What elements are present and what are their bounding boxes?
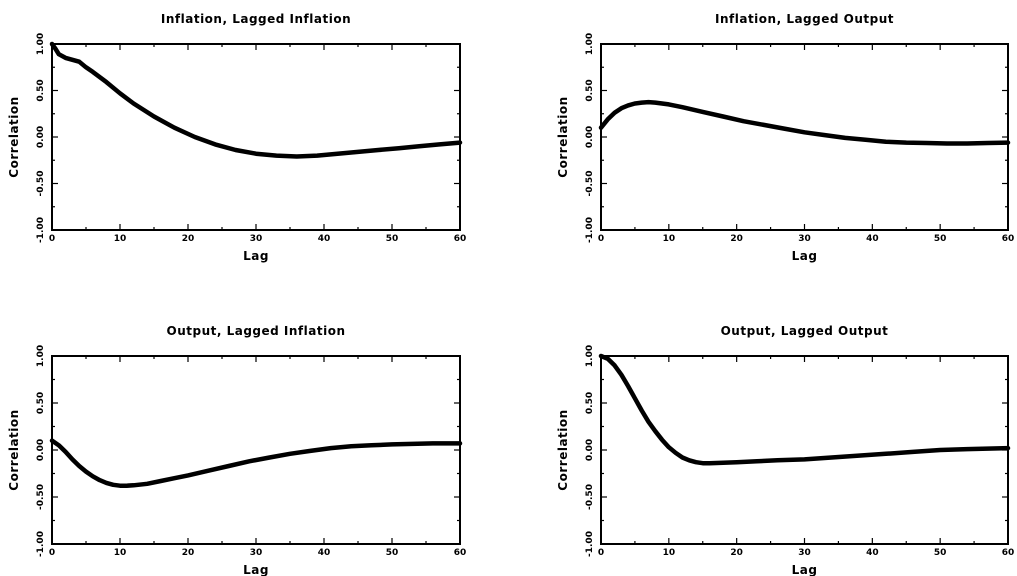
x-tick-label: 20 xyxy=(730,234,743,244)
y-tick-label: -0.50 xyxy=(585,171,595,197)
x-axis-label: Lag xyxy=(243,249,269,263)
x-tick-label: 20 xyxy=(730,548,743,558)
series-line xyxy=(49,41,463,159)
y-tick-label: 0.50 xyxy=(585,392,595,414)
plot-frame xyxy=(51,355,461,545)
x-tick-label: 30 xyxy=(250,234,263,244)
y-tick-label: 0.00 xyxy=(585,126,595,148)
x-axis-label: Lag xyxy=(243,563,269,576)
x-tick-label: 30 xyxy=(798,548,811,558)
x-tick-label: 10 xyxy=(663,234,676,244)
x-tick-label: 40 xyxy=(866,234,879,244)
x-tick-label: 30 xyxy=(798,234,811,244)
x-tick-label: 20 xyxy=(182,548,195,558)
y-tick-label: -1.00 xyxy=(36,217,46,243)
x-tick-label: 50 xyxy=(934,234,947,244)
y-tick-label: 0.50 xyxy=(585,79,595,101)
y-tick-label: 0.00 xyxy=(585,439,595,461)
plot-frame xyxy=(51,43,461,231)
series-line xyxy=(598,353,1011,466)
x-tick-label: 60 xyxy=(1002,234,1015,244)
x-tick-label: 10 xyxy=(663,548,676,558)
x-tick-label: 20 xyxy=(182,234,195,244)
x-tick-label: 60 xyxy=(454,234,467,244)
y-axis-label: Correlation xyxy=(556,96,570,177)
x-tick-label: 50 xyxy=(386,234,399,244)
x-tick-label: 40 xyxy=(318,234,331,244)
y-tick-label: -0.50 xyxy=(36,484,46,510)
y-tick-label: 1.00 xyxy=(36,33,46,55)
x-tick-label: 50 xyxy=(934,548,947,558)
y-axis-label: Correlation xyxy=(7,409,21,490)
chart-panel-bottom-left: Output, Lagged Inflation 0 10 20 30 40 50 60 -1.… xyxy=(7,324,466,576)
y-tick-label: 0.00 xyxy=(36,439,46,461)
y-tick-label: -0.50 xyxy=(585,484,595,510)
plot-frame xyxy=(600,43,1009,231)
x-tick-label: 50 xyxy=(386,548,399,558)
x-axis-label: Lag xyxy=(792,563,818,576)
chart-title: Inflation, Lagged Inflation xyxy=(161,12,351,26)
chart-title: Inflation, Lagged Output xyxy=(715,12,894,26)
chart-title: Output, Lagged Output xyxy=(721,324,889,338)
x-tick-label: 10 xyxy=(114,234,127,244)
y-tick-label: 1.00 xyxy=(585,345,595,367)
y-tick-label: 0.00 xyxy=(36,126,46,148)
x-tick-label: 0 xyxy=(49,234,55,244)
y-tick-label: 1.00 xyxy=(36,345,46,367)
y-tick-label: -1.00 xyxy=(36,531,46,557)
y-tick-label: 0.50 xyxy=(36,79,46,101)
series-line xyxy=(598,99,1011,146)
x-tick-label: 10 xyxy=(114,548,127,558)
x-tick-label: 60 xyxy=(454,548,467,558)
x-tick-label: 0 xyxy=(598,548,604,558)
chart-panel-bottom-right: Output, Lagged Output 0 10 20 30 40 50 60 -1.00 -… xyxy=(556,324,1014,576)
chart-panel-top-right: Inflation, Lagged Output 0 10 20 30 40 50 60 -1.… xyxy=(556,12,1014,263)
x-tick-label: 0 xyxy=(598,234,604,244)
y-tick-label: 1.00 xyxy=(585,33,595,55)
x-tick-label: 0 xyxy=(49,548,55,558)
y-axis-label: Correlation xyxy=(556,409,570,490)
x-tick-label: 40 xyxy=(866,548,879,558)
y-tick-label: 0.50 xyxy=(36,392,46,414)
x-tick-label: 30 xyxy=(250,548,263,558)
y-tick-label: -1.00 xyxy=(585,531,595,557)
x-axis-label: Lag xyxy=(792,249,818,263)
x-tick-label: 40 xyxy=(318,548,331,558)
series-line xyxy=(49,438,463,488)
chart-panel-top-left: Inflation, Lagged Inflation 0 10 20 30 40 50 60… xyxy=(7,12,466,263)
chart-title: Output, Lagged Inflation xyxy=(167,324,346,338)
x-tick-label: 60 xyxy=(1002,548,1015,558)
y-tick-label: -0.50 xyxy=(36,171,46,197)
y-axis-label: Correlation xyxy=(7,96,21,177)
y-tick-label: -1.00 xyxy=(585,217,595,243)
